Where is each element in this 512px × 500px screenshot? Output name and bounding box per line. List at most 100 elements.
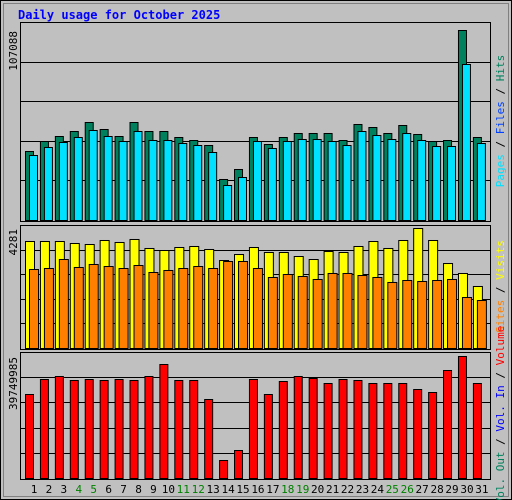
legend-entry: Vol. In (494, 385, 507, 431)
bar (193, 145, 203, 222)
x-tick-label: 2 (46, 483, 53, 496)
bar (402, 279, 413, 349)
x-tick-label: 16 (251, 483, 264, 496)
bar (312, 139, 322, 221)
x-tick-label: 11 (177, 483, 190, 496)
y-tick-label: 39749985 (7, 357, 20, 410)
legend: Vol. Out / Vol. In / Volume (494, 326, 507, 500)
x-tick-label: 31 (475, 483, 488, 496)
bar (282, 141, 292, 221)
legend-entry: Visits (494, 240, 507, 280)
bar (476, 300, 487, 349)
bar (308, 377, 318, 479)
bar (457, 356, 467, 479)
bar (148, 272, 159, 350)
bar (129, 380, 139, 480)
bar (461, 64, 471, 222)
bar (73, 266, 84, 349)
bar (323, 382, 333, 480)
bar (472, 382, 482, 480)
bar (238, 177, 248, 221)
bar (234, 449, 244, 480)
x-tick-label: 27 (416, 483, 429, 496)
x-tick-label: 23 (356, 483, 369, 496)
x-tick-label: 5 (90, 483, 97, 496)
bar (29, 269, 39, 350)
bar (342, 145, 352, 222)
bar (387, 281, 398, 350)
bar (99, 380, 109, 480)
x-tick-label: 26 (401, 483, 414, 496)
bar (88, 130, 98, 221)
bar (413, 388, 423, 479)
x-tick-label: 14 (221, 483, 235, 496)
bar (69, 380, 79, 480)
bar (267, 148, 277, 222)
bar (189, 380, 199, 480)
bar (432, 279, 443, 349)
bar (238, 260, 249, 349)
bar (193, 266, 204, 349)
bar (383, 382, 393, 480)
x-tick-label: 20 (311, 483, 324, 496)
inner-frame (3, 3, 509, 497)
bar (297, 275, 308, 350)
bar (118, 268, 129, 349)
bar (43, 268, 54, 349)
x-tick-label: 24 (371, 483, 385, 496)
bar (248, 379, 258, 480)
bar (461, 297, 472, 349)
bar (357, 131, 367, 221)
bar (84, 379, 94, 480)
bar (252, 141, 262, 221)
bar (208, 152, 218, 221)
x-tick-label: 19 (296, 483, 309, 496)
bar (54, 375, 64, 479)
x-tick-label: 1 (31, 483, 38, 496)
x-tick-label: 17 (266, 483, 279, 496)
bar (282, 273, 293, 349)
x-tick-label: 12 (192, 483, 205, 496)
x-tick-label: 21 (326, 483, 339, 496)
x-tick-label: 8 (135, 483, 142, 496)
bar (208, 268, 219, 349)
x-tick-label: 25 (386, 483, 399, 496)
x-tick-label: 15 (236, 483, 249, 496)
x-tick-label: 28 (430, 483, 443, 496)
bar (252, 268, 263, 349)
x-tick-label: 9 (150, 483, 157, 496)
bar (88, 263, 99, 349)
bar (219, 459, 229, 479)
bar (73, 137, 83, 221)
bar (368, 382, 378, 480)
bar (327, 141, 337, 221)
bar (353, 380, 363, 480)
legend-separator: / (494, 280, 507, 300)
bar (58, 142, 68, 222)
bar (432, 146, 442, 222)
x-tick-label: 22 (341, 483, 354, 496)
bar (148, 140, 158, 221)
bar (25, 393, 34, 479)
legend-entry: Sites (494, 300, 507, 333)
bar (297, 139, 307, 221)
legend: Sites / Visits (494, 240, 507, 333)
bar (312, 278, 323, 350)
bar (443, 370, 453, 479)
bar (223, 260, 234, 349)
x-tick-label: 29 (445, 483, 458, 496)
legend-entry: Files (494, 101, 507, 134)
bar (43, 147, 53, 221)
x-tick-label: 30 (460, 483, 473, 496)
bar (39, 379, 49, 480)
bar (417, 281, 428, 350)
bar (163, 140, 173, 221)
bar (447, 278, 458, 350)
x-tick-label: 7 (120, 483, 127, 496)
bar (174, 380, 184, 480)
bar (178, 268, 189, 349)
legend-separator: / (494, 432, 507, 452)
y-tick-label: 4281 (7, 229, 20, 256)
bar (133, 265, 144, 349)
